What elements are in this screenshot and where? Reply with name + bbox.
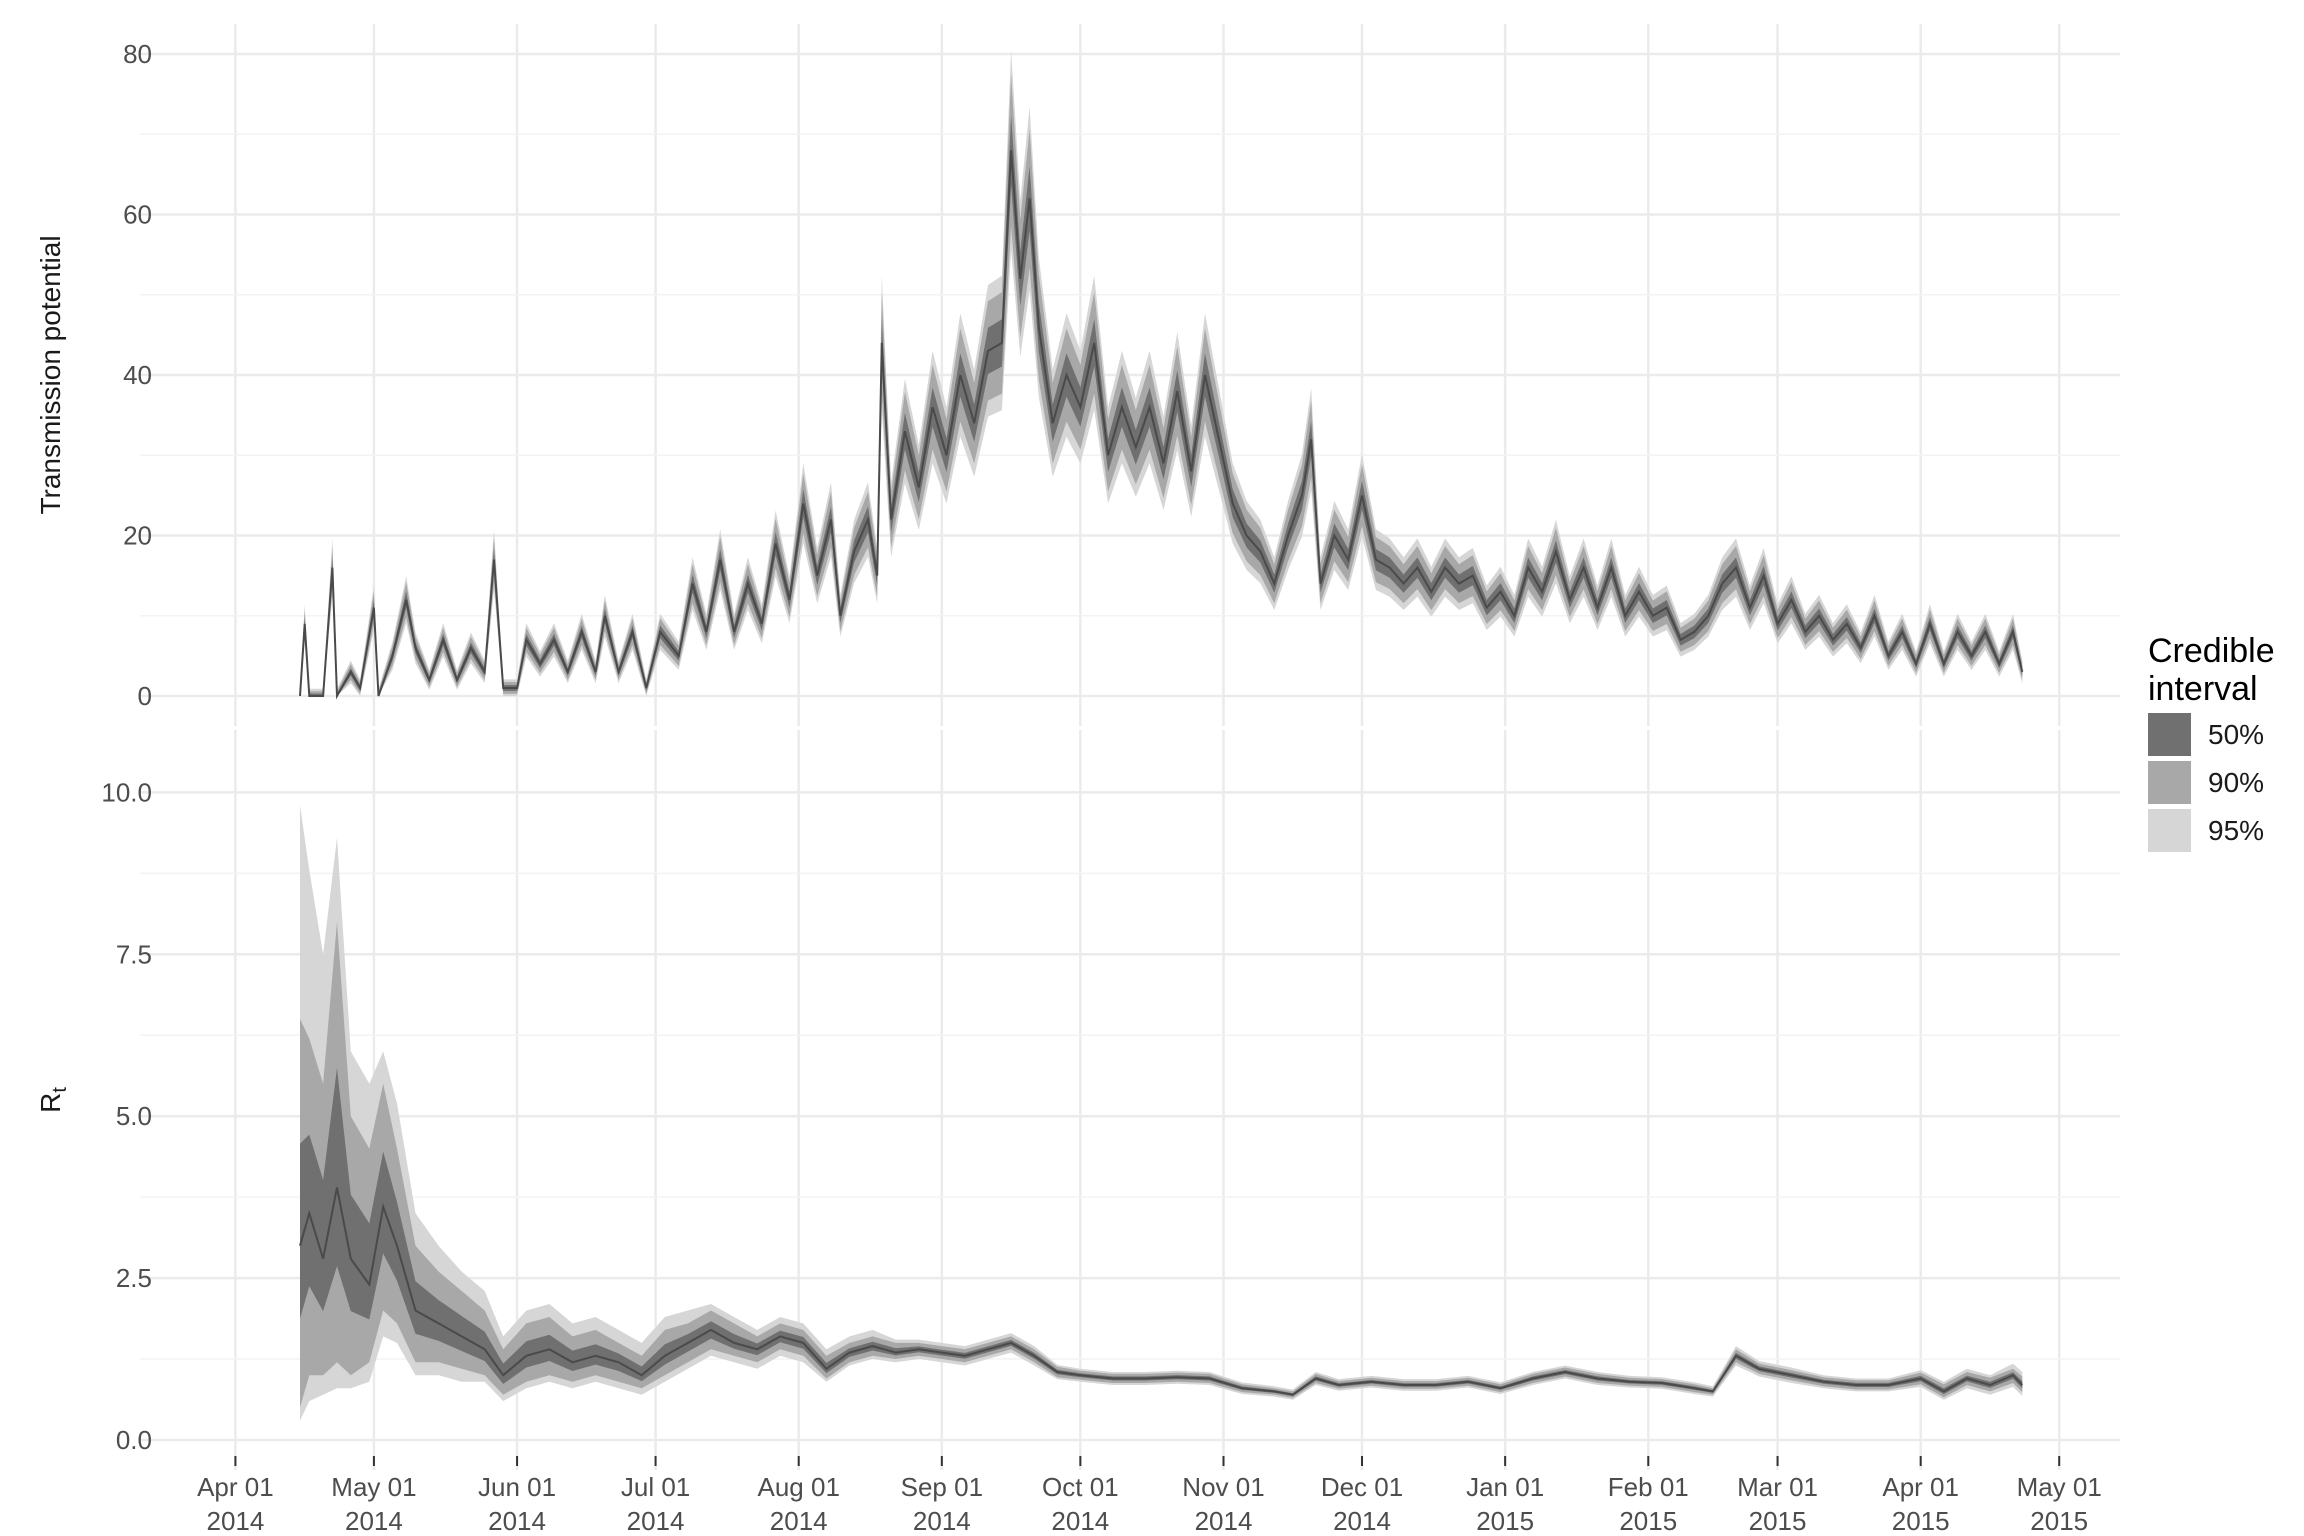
y-tick-label: 60	[123, 200, 152, 230]
x-tick-label-month: Mar 01	[1737, 1472, 1818, 1502]
x-tick-label-month: May 01	[331, 1472, 416, 1502]
legend-title-line2: interval	[2148, 670, 2258, 708]
x-tick-label-year: 2014	[1051, 1506, 1109, 1536]
x-tick-label-year: 2015	[1476, 1506, 1534, 1536]
x-tick-label-year: 2014	[345, 1506, 403, 1536]
legend-label: 50%	[2208, 719, 2264, 750]
x-tick-label-month: May 01	[2017, 1472, 2102, 1502]
legend-label: 95%	[2208, 815, 2264, 846]
legend-key-90pct	[2148, 761, 2191, 804]
x-tick-label-year: 2015	[1892, 1506, 1950, 1536]
x-tick-label-year: 2014	[1333, 1506, 1391, 1536]
legend-label: 90%	[2208, 767, 2264, 798]
x-tick-label-month: Apr 01	[1882, 1472, 1959, 1502]
x-tick-label-year: 2015	[2030, 1506, 2088, 1536]
bottom-y-axis-title-main: R	[35, 1093, 66, 1113]
top-y-axis-title: Transmission potential	[35, 235, 66, 514]
bottom-grid	[140, 730, 2120, 1470]
x-tick-label-year: 2014	[206, 1506, 264, 1536]
legend-title-line1: Credible	[2148, 632, 2275, 670]
x-tick-label-month: Nov 01	[1182, 1472, 1264, 1502]
x-tick-label-month: Jul 01	[621, 1472, 690, 1502]
x-tick-label-year: 2015	[1619, 1506, 1677, 1536]
x-tick-label-year: 2014	[770, 1506, 828, 1536]
x-tick-label-month: Sep 01	[901, 1472, 983, 1502]
x-tick-label-year: 2014	[488, 1506, 546, 1536]
x-tick-label-month: Feb 01	[1608, 1472, 1689, 1502]
x-tick-label-year: 2014	[627, 1506, 685, 1536]
x-axis-ticks: Apr 01 2014 May 01 2014 Jun 01 2014 Jul 01 2014…	[197, 1456, 2102, 1536]
top-y-ticks: 0 20 40 60 80	[123, 39, 152, 711]
top-panel: 0 20 40 60 80 Transmission potential	[35, 24, 2120, 726]
y-tick-label: 0.0	[116, 1425, 152, 1455]
x-tick-label-month: Dec 01	[1321, 1472, 1403, 1502]
top-bands	[299, 50, 2024, 700]
top-band-95pct	[300, 50, 2023, 697]
y-tick-label: 2.5	[116, 1263, 152, 1293]
bottom-bands	[299, 805, 2024, 1421]
legend-key-50pct	[2148, 713, 2191, 756]
y-tick-label: 80	[123, 39, 152, 69]
bottom-band-90pct	[300, 921, 2023, 1408]
x-tick-label-month: Jan 01	[1466, 1472, 1544, 1502]
y-tick-label: 7.5	[116, 939, 152, 969]
bottom-y-axis-title-subscript: t	[49, 1087, 71, 1093]
y-tick-label: 0	[138, 681, 152, 711]
bottom-y-ticks: 0.0 2.5 5.0 7.5 10.0	[101, 777, 152, 1455]
x-tick-label-month: Jun 01	[478, 1472, 556, 1502]
y-tick-label: 40	[123, 360, 152, 390]
y-tick-label: 5.0	[116, 1101, 152, 1131]
legend: Credible interval 50% 90% 95%	[2148, 632, 2275, 852]
x-tick-label-month: Aug 01	[758, 1472, 840, 1502]
bottom-median-line	[299, 1187, 2024, 1396]
bottom-panel: 0.0 2.5 5.0 7.5 10.0 Rt	[35, 730, 2120, 1470]
legend-key-95pct	[2148, 809, 2191, 852]
x-tick-label-month: Apr 01	[197, 1472, 274, 1502]
x-tick-label-month: Oct 01	[1042, 1472, 1119, 1502]
top-median-line	[299, 150, 2024, 700]
y-tick-label: 20	[123, 521, 152, 551]
x-tick-label-year: 2015	[1749, 1506, 1807, 1536]
x-tick-label-year: 2014	[1195, 1506, 1253, 1536]
x-tick-label-year: 2014	[913, 1506, 971, 1536]
y-tick-label: 10.0	[101, 777, 152, 807]
bottom-y-axis-title: Rt	[35, 1087, 71, 1113]
